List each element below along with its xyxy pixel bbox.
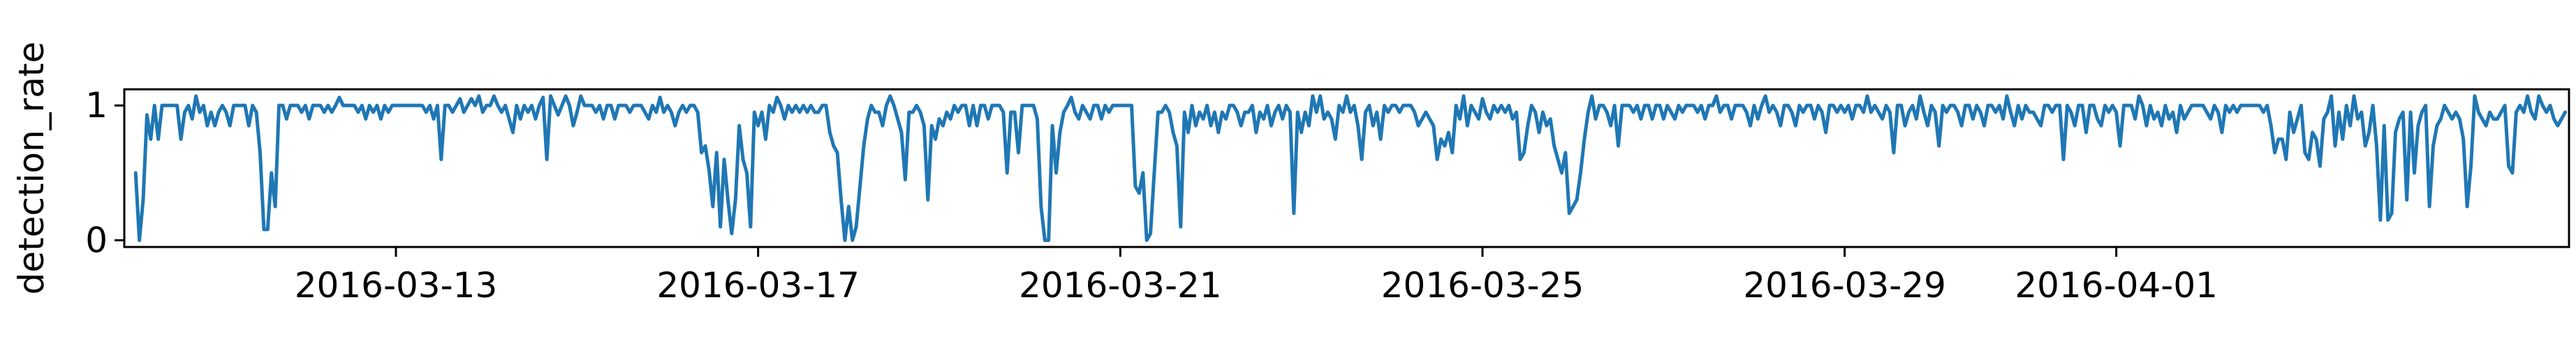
y-tick-label: 1 xyxy=(85,85,108,126)
x-tick-label: 2016-03-29 xyxy=(1743,265,1946,306)
x-tick-label: 2016-03-13 xyxy=(295,265,498,306)
x-tick-label: 2016-03-21 xyxy=(1019,265,1222,306)
x-tick-label: 2016-03-25 xyxy=(1381,265,1584,306)
y-axis-label: detection_rate xyxy=(11,42,52,295)
x-axis-ticks: 2016-03-13 2016-03-17 2016-03-21 2016-03-25… xyxy=(295,247,2218,306)
x-tick-label: 2016-04-01 xyxy=(2015,265,2218,306)
x-tick-label: 2016-03-17 xyxy=(656,265,860,306)
y-axis-ticks: 01 xyxy=(85,85,124,260)
plot-frame xyxy=(123,88,2570,248)
y-tick-label: 0 xyxy=(85,220,108,260)
series-line xyxy=(133,94,2568,242)
